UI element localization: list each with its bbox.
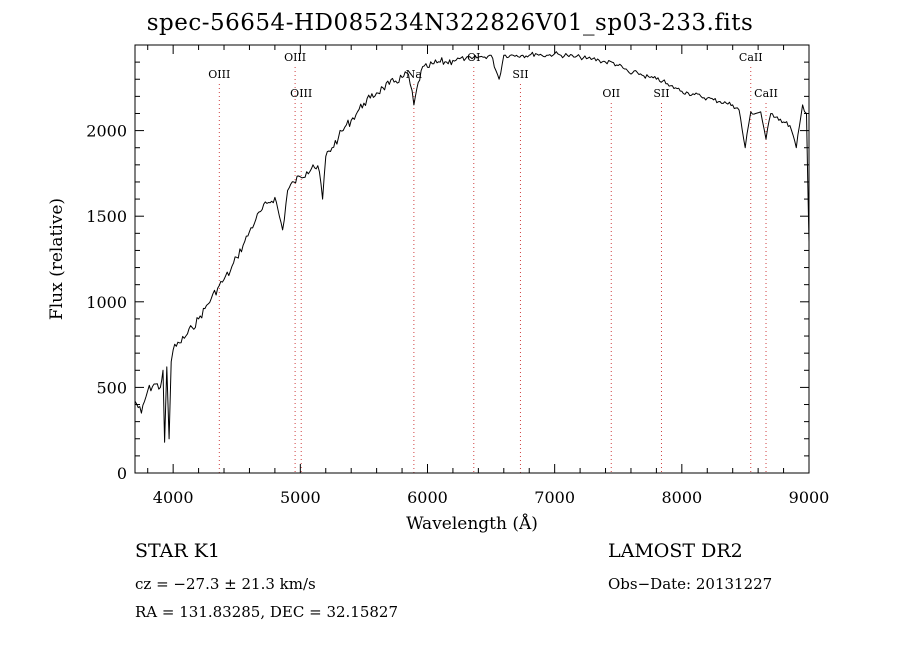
x-tick-label: 7000	[534, 488, 575, 507]
x-tick-label: 8000	[661, 488, 702, 507]
x-axis-ticks: 4000 5000 6000 7000 8000 9000	[147, 45, 830, 507]
object-class: STAR K1	[135, 540, 220, 562]
y-axis-ticks: 0 500 1000 1500 2000	[86, 44, 809, 483]
x-tick-label: 4000	[153, 488, 194, 507]
line-marker-labels: OIII OIII OIII Na OI SII OII SII CaII CaII	[208, 51, 778, 100]
y-tick-label: 1000	[86, 293, 127, 312]
chart-title: spec-56654-HD085234N322826V01_sp03-233.f…	[146, 10, 754, 36]
line-marker-label: SII	[512, 68, 528, 81]
coordinates: RA = 131.83285, DEC = 32.15827	[135, 603, 399, 621]
x-tick-label: 9000	[789, 488, 830, 507]
y-tick-label: 1500	[86, 207, 127, 226]
plot-frame	[134, 44, 810, 474]
x-tick-label: 6000	[407, 488, 448, 507]
survey-name: LAMOST DR2	[608, 540, 743, 562]
y-tick-label: 0	[117, 464, 127, 483]
line-marker-label: Na	[406, 68, 423, 81]
y-axis-label: Flux (relative)	[47, 198, 67, 320]
line-marker-label: CaII	[739, 51, 763, 64]
line-marker-label: OIII	[290, 87, 312, 100]
obs-date: Obs−Date: 20131227	[608, 575, 773, 593]
line-marker-label: OII	[602, 87, 620, 100]
line-marker-label: OIII	[208, 68, 230, 81]
y-tick-label: 2000	[86, 122, 127, 141]
line-marker-label: SII	[653, 87, 669, 100]
line-marker-label: CaII	[754, 87, 778, 100]
x-axis-label: Wavelength (Å)	[406, 513, 538, 534]
spectrum-line	[134, 51, 810, 443]
line-markers	[218, 67, 767, 473]
line-marker-label: OIII	[284, 51, 306, 64]
redshift-info: cz = −27.3 ± 21.3 km/s	[135, 575, 316, 593]
x-tick-label: 5000	[280, 488, 321, 507]
line-marker-label: OI	[467, 51, 480, 64]
y-tick-label: 500	[96, 378, 127, 397]
